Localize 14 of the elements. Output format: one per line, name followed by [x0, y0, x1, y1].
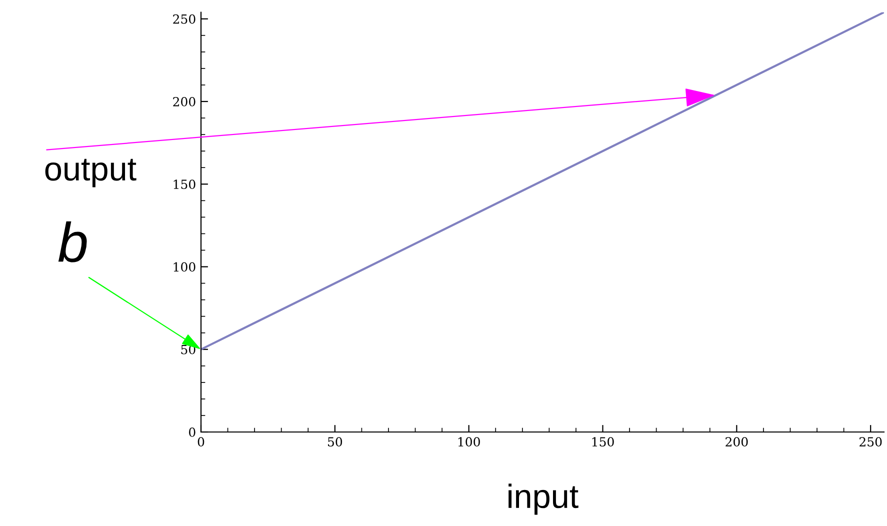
x-tick-label: 50 [328, 437, 342, 447]
annotation: b [58, 221, 87, 262]
x-tick-label: 150 [592, 437, 614, 447]
x-axis-title: input [508, 484, 578, 515]
y-tick-label: 200 [173, 96, 196, 106]
x-tick-label: 250 [860, 437, 882, 447]
annotation: output [45, 158, 136, 188]
y-tick-label: 250 [173, 14, 196, 24]
y-tick-label: 100 [174, 262, 196, 272]
x-tick-label: 200 [726, 437, 748, 447]
x-tick-label: 100 [458, 437, 480, 447]
y-tick-label: 150 [174, 180, 196, 190]
y-tick-label: 0 [189, 427, 196, 437]
x-tick-label: 0 [198, 437, 204, 447]
